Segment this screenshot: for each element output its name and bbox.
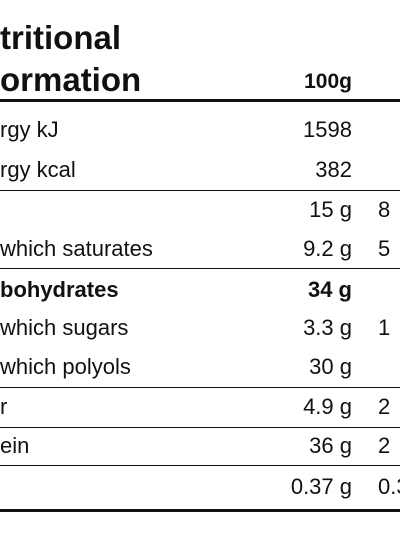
row-rule [0, 268, 400, 269]
column-header: 100g [304, 70, 352, 93]
other-value: 1 [378, 315, 391, 340]
row-rule [0, 190, 400, 191]
other-value: 5 [378, 236, 391, 261]
nutrient-label: r [0, 394, 8, 419]
per-100g-value: 15 g [309, 197, 352, 222]
nutrient-label: ein [0, 433, 30, 458]
per-100g-value: 1598 [303, 117, 352, 142]
other-value: 2 [378, 394, 391, 419]
nutrient-label: which saturates [0, 236, 153, 261]
thick-rule [0, 99, 400, 102]
other-value: 2 [378, 433, 391, 458]
nutrient-label: which polyols [0, 354, 131, 379]
nutrient-label: which sugars [0, 315, 129, 340]
per-100g-value: 34 g [307, 277, 352, 302]
row-rule [0, 427, 400, 428]
row-rule [0, 465, 400, 466]
per-100g-value: 382 [315, 157, 352, 182]
per-100g-value: 36 g [309, 433, 352, 458]
per-100g-value: 3.3 g [303, 315, 352, 340]
per-100g-value: 0.37 g [290, 474, 352, 499]
title-line: tritional [0, 19, 121, 56]
row-rule [0, 387, 400, 388]
per-100g-value: 4.9 g [303, 394, 352, 419]
thick-rule [0, 509, 400, 512]
other-value: 8 [378, 197, 391, 222]
per-100g-value: 30 g [309, 354, 352, 379]
nutrient-label: rgy kcal [0, 157, 76, 182]
per-100g-value: 9.2 g [303, 236, 352, 261]
other-value: 0.3 [378, 474, 400, 499]
title-line: ormation [0, 61, 142, 98]
nutrient-label: rgy kJ [0, 117, 59, 142]
nutrient-label: bohydrates [0, 277, 119, 302]
